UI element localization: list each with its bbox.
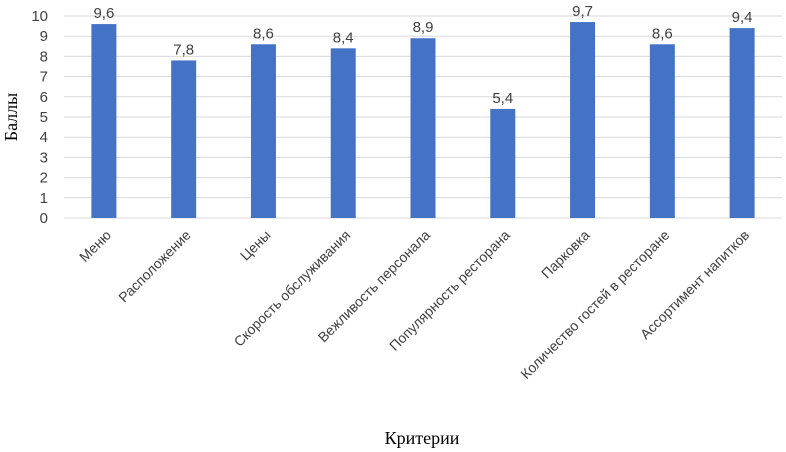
y-tick-label: 9 (40, 28, 48, 45)
y-tick-label: 0 (40, 210, 48, 227)
y-tick-label: 3 (40, 149, 48, 166)
x-tick-label: Парковка (538, 227, 593, 282)
data-label: 8,6 (652, 25, 673, 42)
bar (649, 44, 675, 218)
data-label: 9,6 (93, 5, 114, 22)
x-tick-label: Цены (237, 227, 274, 264)
x-axis-title: Критерии (385, 428, 460, 448)
y-tick-label: 6 (40, 89, 48, 106)
bar (570, 22, 596, 219)
bar (490, 108, 516, 218)
y-tick-label: 7 (40, 69, 48, 86)
data-label: 9,4 (732, 9, 753, 26)
data-label: 9,7 (572, 3, 593, 20)
bars (91, 22, 755, 219)
data-label: 5,4 (492, 90, 513, 107)
x-tick-label: Расположение (115, 227, 194, 306)
y-tick-label: 10 (31, 8, 48, 25)
y-tick-label: 2 (40, 170, 48, 187)
data-label: 8,4 (333, 29, 354, 46)
data-labels: 9,6 7,8 8,6 8,4 8,9 5,4 9,7 8,6 9,4 (93, 3, 752, 107)
bar (410, 38, 436, 218)
bar (250, 44, 276, 218)
bar (171, 60, 197, 218)
y-tick-label: 4 (40, 129, 48, 146)
y-tick-label: 1 (40, 190, 48, 207)
bar (729, 28, 755, 219)
y-axis-tick-labels: 0 1 2 3 4 5 6 7 8 9 10 (31, 8, 48, 227)
data-label: 8,6 (253, 25, 274, 42)
y-tick-label: 5 (40, 109, 48, 126)
data-label: 8,9 (413, 19, 434, 36)
bar (91, 24, 117, 218)
y-axis-title: Баллы (1, 93, 21, 142)
x-tick-label: Количество гостей в ресторане (517, 227, 672, 382)
x-tick-label: Меню (76, 227, 114, 265)
data-label: 7,8 (173, 41, 194, 58)
y-tick-label: 8 (40, 48, 48, 65)
bar (330, 48, 356, 218)
